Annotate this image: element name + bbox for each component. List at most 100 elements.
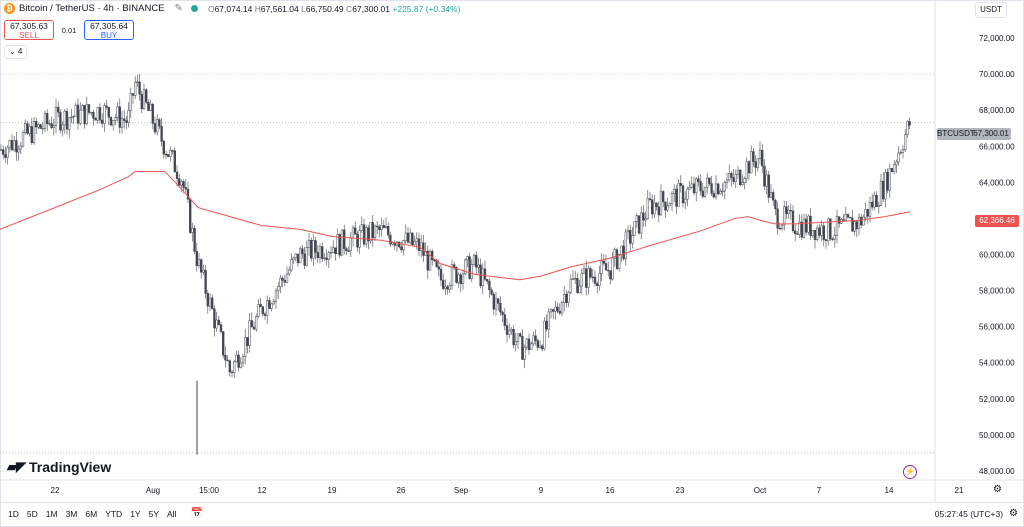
candle-body	[107, 107, 110, 118]
price-axis-label: 54,000.00	[979, 359, 1015, 368]
range-button-ytd[interactable]: YTD	[105, 508, 123, 519]
candle-body	[835, 216, 839, 236]
candle-body	[404, 232, 407, 241]
candle-body	[303, 253, 306, 266]
candle-body	[655, 202, 658, 208]
candle-body	[470, 264, 473, 279]
clock[interactable]: 05:27:45 (UTC+3) ⚙	[934, 508, 1018, 519]
candle-body	[204, 269, 207, 294]
settings-gear-icon[interactable]: ⚙	[1009, 508, 1018, 519]
candle-body	[215, 319, 218, 329]
axis-settings-icon[interactable]: ⚙	[993, 484, 1002, 495]
calendar-icon[interactable]: 📅	[190, 508, 203, 519]
indicators-toggle[interactable]: ⌄ 4	[4, 45, 28, 59]
candle-body	[288, 269, 291, 275]
candle-body	[109, 116, 113, 126]
market-status-dot[interactable]	[190, 5, 198, 12]
candle-body	[563, 293, 566, 303]
candle-body	[244, 337, 247, 357]
candle-body	[369, 222, 372, 242]
candle-body	[296, 253, 300, 264]
last-price-tag: BTCUSDT67,300.01	[937, 128, 1011, 140]
candle-body	[708, 177, 711, 184]
candle-body	[758, 149, 762, 160]
range-button-1d[interactable]: 1D	[8, 508, 19, 519]
candle-body	[6, 147, 9, 158]
candle-body	[807, 215, 810, 233]
candle-body	[26, 123, 29, 134]
candle-body	[277, 286, 280, 292]
candle-body	[604, 263, 608, 271]
symbol-title[interactable]: Bitcoin / TetherUS · 4h · BINANCE	[19, 3, 165, 14]
candle-body	[897, 152, 900, 163]
candle-body	[420, 242, 423, 251]
candle-body	[19, 145, 22, 150]
candle-body	[802, 218, 806, 238]
candle-body	[677, 183, 680, 207]
candle-body	[600, 260, 603, 274]
tradingview-logo[interactable]: ▰◤ TradingView	[7, 459, 112, 475]
range-button-1y[interactable]: 1Y	[130, 508, 141, 519]
candle-body	[734, 174, 737, 182]
candle-body	[512, 329, 515, 346]
range-button-all[interactable]: All	[167, 508, 177, 519]
candle-body	[578, 285, 581, 293]
candle-body	[39, 124, 42, 129]
candle-body	[554, 306, 557, 312]
candle-body	[556, 306, 559, 312]
candle-body	[305, 247, 308, 266]
candle-body	[259, 304, 262, 308]
candle-body	[679, 183, 682, 186]
candle-body	[145, 89, 148, 103]
candle-body	[651, 199, 654, 215]
range-button-5y[interactable]: 5Y	[148, 508, 159, 519]
price-axis-label: 52,000.00	[979, 395, 1015, 404]
range-button-1m[interactable]: 1M	[45, 508, 58, 519]
candle-body	[844, 214, 847, 221]
candle-body	[846, 214, 850, 218]
candle-body	[873, 195, 876, 208]
candle-body	[371, 222, 374, 239]
buy-button[interactable]: 67,305.64 BUY	[84, 20, 134, 40]
candle-body	[316, 252, 319, 259]
candle-body	[217, 319, 220, 325]
lightning-icon[interactable]: ⚡	[903, 465, 917, 479]
candle-body	[743, 178, 746, 183]
range-button-3m[interactable]: 3M	[65, 508, 78, 519]
candle-body	[428, 251, 432, 271]
candle-body	[684, 198, 687, 204]
currency-selector[interactable]: USDT	[975, 2, 1007, 18]
candle-body	[21, 132, 25, 147]
range-button-5d[interactable]: 5D	[26, 508, 38, 519]
candle-body	[838, 216, 841, 224]
candle-body	[866, 209, 869, 217]
candle-body	[567, 292, 570, 303]
candle-body	[675, 189, 678, 207]
pencil-icon[interactable]: ✎	[174, 3, 183, 14]
candle-body	[611, 257, 614, 280]
candle-body	[138, 81, 141, 95]
candle-body	[785, 206, 788, 214]
candle-body	[714, 183, 718, 198]
sell-button[interactable]: 67,305.63 SELL	[4, 20, 54, 40]
price-axis-label: 60,000.00	[979, 251, 1015, 260]
candle-body	[226, 359, 229, 362]
candle-body	[235, 354, 238, 362]
candle-body	[398, 241, 401, 248]
candle-body	[98, 107, 102, 121]
candle-body	[752, 151, 755, 162]
candle-body	[257, 304, 260, 318]
candle-body	[200, 259, 203, 273]
ma-value-tag: 62,366.46	[975, 215, 1019, 227]
candlesticks	[0, 73, 911, 378]
candle-body	[263, 313, 267, 316]
range-button-6m[interactable]: 6M	[85, 508, 98, 519]
candle-body	[560, 302, 564, 314]
candle-body	[160, 125, 163, 142]
candle-body	[142, 89, 146, 110]
candle-body	[131, 93, 135, 96]
candle-body	[332, 247, 335, 253]
candle-body	[820, 225, 823, 236]
candle-body	[591, 276, 594, 279]
